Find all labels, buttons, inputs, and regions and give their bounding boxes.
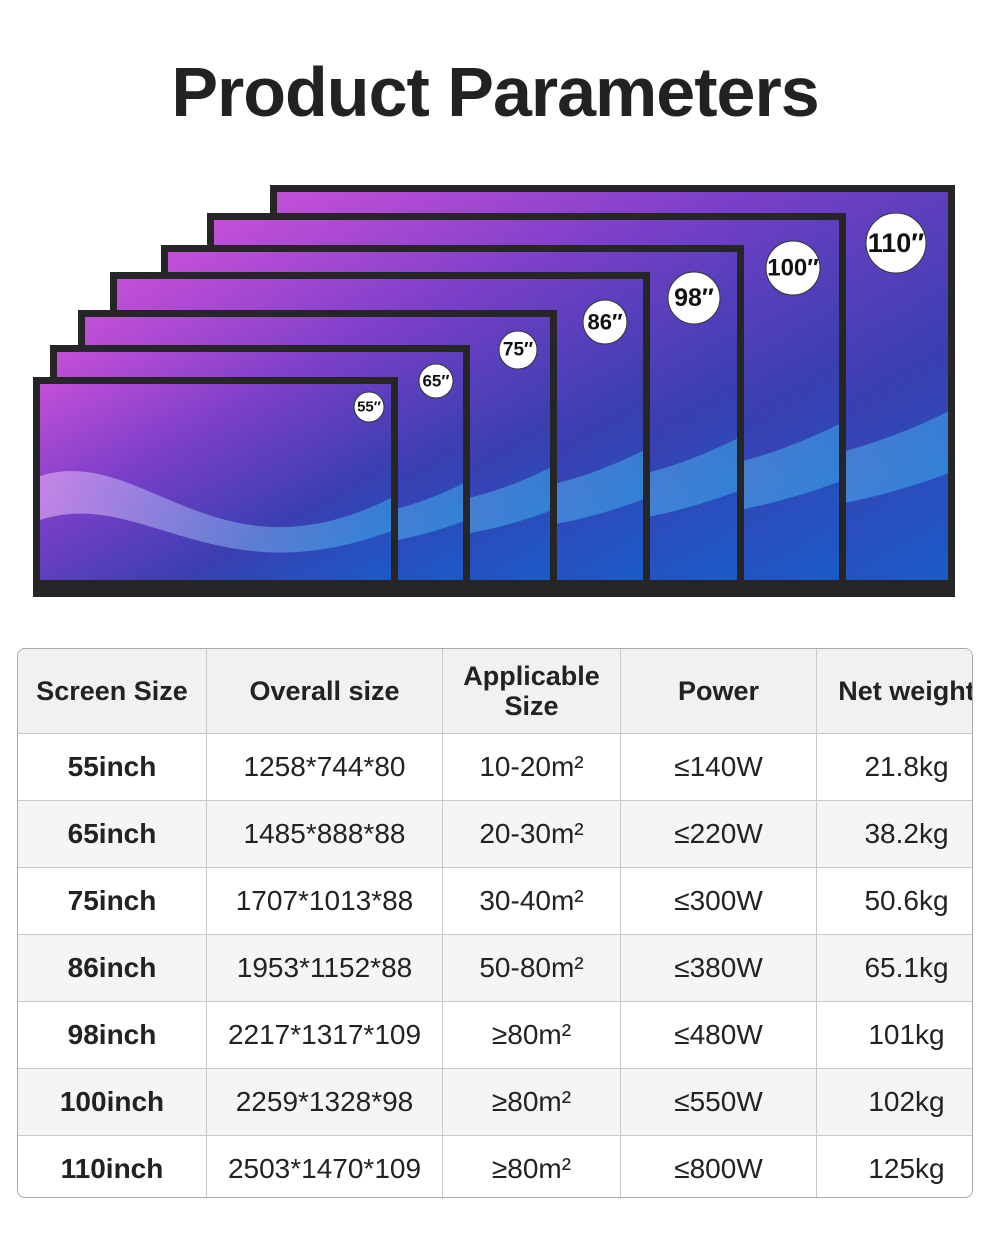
- size-badge: [353, 391, 385, 423]
- table-cell: ≥80m²: [442, 1068, 621, 1136]
- table-cell: 102kg: [816, 1068, 972, 1136]
- table-cell: 65inch: [18, 800, 207, 868]
- table-cell: 30-40m²: [442, 867, 621, 935]
- table-cell: 50.6kg: [816, 867, 972, 935]
- table-cell: ≤220W: [620, 800, 817, 868]
- table-cell: ≥80m²: [442, 1135, 621, 1197]
- table-body: 55inch 1258*744*80 10-20m² ≤140W 21.8kg 65inc…: [18, 733, 972, 1197]
- table: Screen Size Overall size Applicable Size Po…: [18, 649, 972, 1197]
- table-cell: ≤550W: [620, 1068, 817, 1136]
- screen-wave: [40, 470, 391, 553]
- screens-illustration: 110″ 100″ 98″ 86″ 75″ 65″ 55″: [33, 185, 955, 597]
- table-cell: 50-80m²: [442, 934, 621, 1002]
- table-cell: 1953*1152*88: [206, 934, 443, 1002]
- column-header: Net weight: [816, 649, 972, 734]
- table-row: 55inch 1258*744*80 10-20m² ≤140W 21.8kg: [18, 733, 972, 801]
- column-header: Screen Size: [18, 649, 207, 734]
- size-badge-label: 86″: [587, 310, 622, 335]
- table-cell: ≤380W: [620, 934, 817, 1002]
- size-badge: [765, 240, 821, 296]
- table-cell: ≤300W: [620, 867, 817, 935]
- size-badge: [582, 299, 628, 345]
- size-badge-label: 65″: [422, 372, 449, 391]
- size-badge-label: 55″: [357, 399, 381, 416]
- column-header: Overall size: [206, 649, 443, 734]
- table-row: 75inch 1707*1013*88 30-40m² ≤300W 50.6kg: [18, 867, 972, 935]
- table-cell: 21.8kg: [816, 733, 972, 801]
- column-header: Power: [620, 649, 817, 734]
- table-row: 86inch 1953*1152*88 50-80m² ≤380W 65.1kg: [18, 934, 972, 1002]
- table-cell: ≤140W: [620, 733, 817, 801]
- column-header: Applicable Size: [442, 649, 621, 734]
- table-cell: 2503*1470*109: [206, 1135, 443, 1197]
- size-badge-label: 75″: [503, 340, 533, 361]
- table-cell: 98inch: [18, 1001, 207, 1069]
- table-cell: ≥80m²: [442, 1001, 621, 1069]
- table-cell: 86inch: [18, 934, 207, 1002]
- header-row: Screen Size Overall size Applicable Size Po…: [18, 649, 972, 734]
- table-cell: 20-30m²: [442, 800, 621, 868]
- size-badge-label: 100″: [767, 255, 819, 282]
- size-badge: [498, 330, 538, 370]
- page-title: Product Parameters: [171, 53, 819, 131]
- table-cell: 100inch: [18, 1068, 207, 1136]
- table-cell: 125kg: [816, 1135, 972, 1197]
- table-cell: ≤480W: [620, 1001, 817, 1069]
- size-badge-label: 110″: [868, 228, 925, 258]
- table-cell: 10-20m²: [442, 733, 621, 801]
- table-row: 65inch 1485*888*88 20-30m² ≤220W 38.2kg: [18, 800, 972, 868]
- table-cell: 1258*744*80: [206, 733, 443, 801]
- table-cell: 2217*1317*109: [206, 1001, 443, 1069]
- size-badge-label: 98″: [674, 284, 714, 312]
- size-badge: [418, 363, 454, 399]
- table-row: 98inch 2217*1317*109 ≥80m² ≤480W 101kg: [18, 1001, 972, 1069]
- table-cell: 110inch: [18, 1135, 207, 1197]
- table-row: 110inch 2503*1470*109 ≥80m² ≤800W 125kg: [18, 1135, 972, 1197]
- table-cell: 38.2kg: [816, 800, 972, 868]
- table-cell: ≤800W: [620, 1135, 817, 1197]
- table-cell: 1485*888*88: [206, 800, 443, 868]
- table-cell: 1707*1013*88: [206, 867, 443, 935]
- table-cell: 55inch: [18, 733, 207, 801]
- table-row: 100inch 2259*1328*98 ≥80m² ≤550W 102kg: [18, 1068, 972, 1136]
- table-cell: 101kg: [816, 1001, 972, 1069]
- size-badge: [667, 271, 721, 325]
- table-cell: 65.1kg: [816, 934, 972, 1002]
- spec-table: Screen Size Overall size Applicable Size Po…: [17, 648, 973, 1198]
- table-cell: 75inch: [18, 867, 207, 935]
- table-cell: 2259*1328*98: [206, 1068, 443, 1136]
- size-badge: [865, 212, 927, 274]
